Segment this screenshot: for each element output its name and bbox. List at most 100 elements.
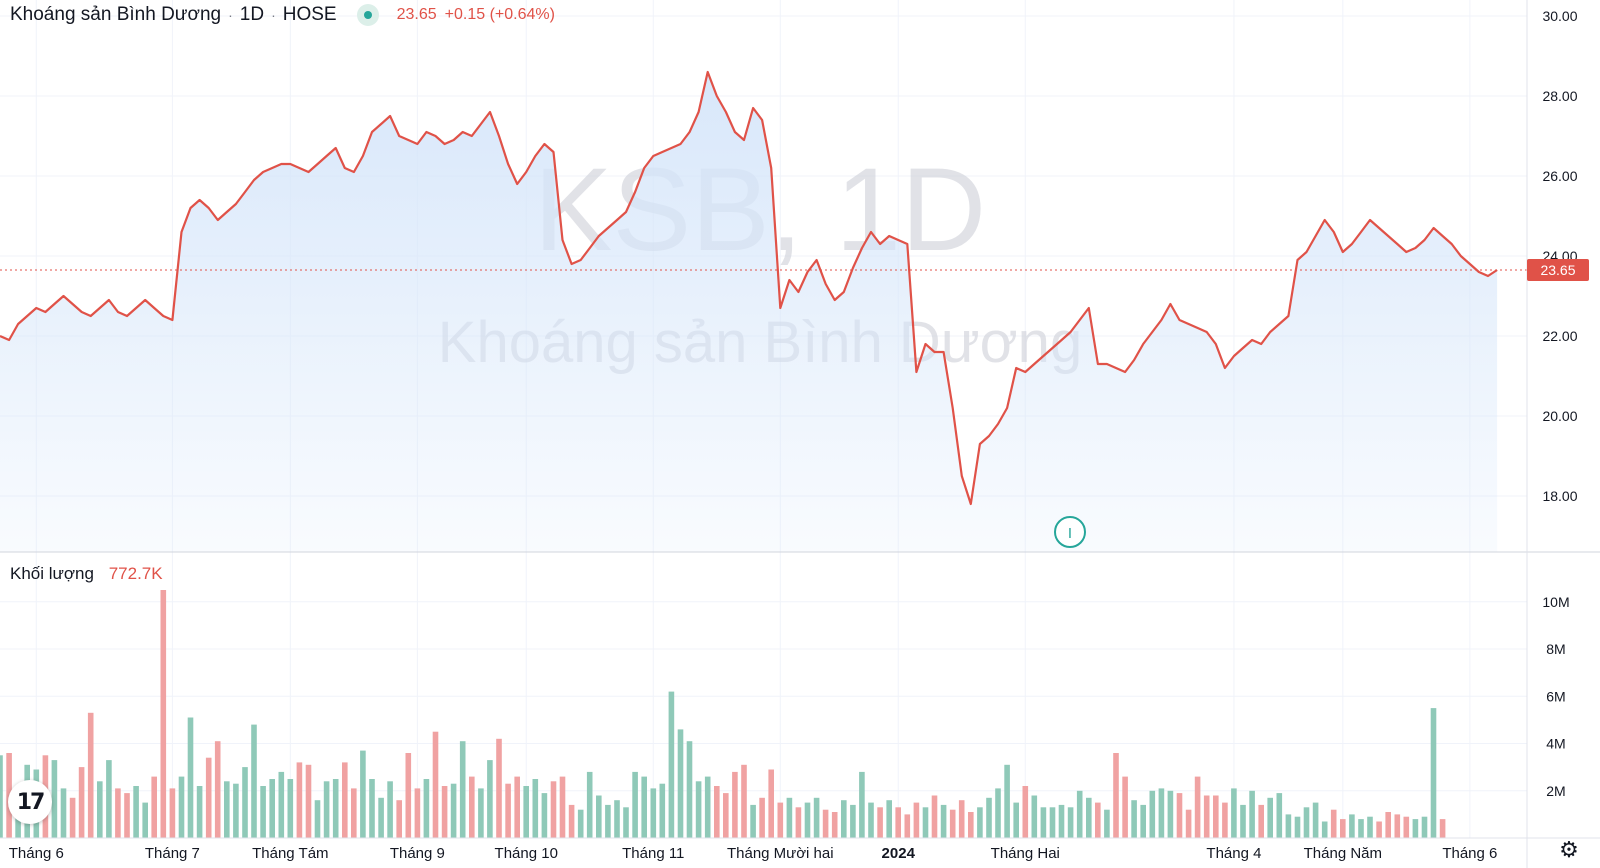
volume-bar (450, 783, 457, 838)
volume-bar (260, 786, 266, 838)
volume-bar (723, 793, 729, 838)
time-axis-tick: Tháng 9 (390, 845, 445, 862)
volume-bar (704, 776, 711, 838)
volume-bar (441, 786, 448, 838)
volume-bar (369, 779, 375, 838)
volume-bar (659, 783, 666, 838)
volume-bar (1231, 788, 1237, 838)
volume-bar (469, 776, 475, 838)
volume-bar (405, 753, 412, 838)
symbol-name[interactable]: Khoáng sản Bình Dương (10, 4, 222, 25)
volume-bar (686, 741, 693, 838)
volume-bar (396, 800, 402, 838)
exchange-label: HOSE (282, 4, 337, 25)
volume-bar (650, 788, 657, 838)
volume-bar (60, 788, 67, 838)
volume-bar (1222, 802, 1228, 838)
volume-bar (224, 781, 230, 838)
volume-bar (178, 776, 185, 838)
volume-bar (1330, 809, 1337, 838)
volume-bar (214, 741, 221, 838)
volume-bar (233, 783, 239, 838)
volume-bar (342, 762, 348, 838)
volume-bars (0, 590, 1446, 838)
volume-bar (532, 779, 539, 838)
volume-bar (1258, 804, 1264, 838)
volume-bar (287, 779, 294, 838)
volume-bar (242, 767, 248, 838)
volume-bar (813, 797, 820, 838)
volume-bar (296, 762, 303, 838)
volume-bar (1095, 802, 1101, 838)
volume-bar (586, 771, 593, 838)
volume-bar (768, 769, 774, 838)
settings-gear-icon[interactable]: ⚙ (1559, 837, 1579, 863)
volume-bar (913, 802, 920, 838)
volume-bar (205, 757, 212, 838)
volume-bar (1303, 807, 1310, 838)
volume-bar (904, 814, 911, 838)
volume-bar (577, 809, 584, 838)
volume-bar (1249, 790, 1255, 838)
volume-bar (1385, 812, 1391, 838)
volume-bar (641, 776, 647, 838)
volume-bar (958, 800, 965, 838)
volume-bar (414, 788, 421, 838)
volume-bar (596, 795, 602, 838)
volume-bar (378, 797, 384, 838)
volume-bar (1294, 816, 1301, 838)
price-axis-tick: 18.00 (1542, 488, 1577, 504)
volume-bar (795, 807, 802, 838)
volume-bar (632, 771, 638, 838)
volume-bar (1439, 819, 1446, 838)
volume-bar (305, 764, 312, 838)
volume-bar (1086, 797, 1092, 838)
volume-bar (1031, 795, 1038, 838)
time-axis-tick: Tháng 7 (145, 845, 200, 862)
volume-bar (1358, 819, 1364, 838)
last-price: 23.65 (396, 6, 437, 23)
last-price-label: 23.65 (1540, 262, 1575, 278)
market-status-icon[interactable] (356, 4, 379, 26)
volume-bar (496, 738, 502, 838)
volume-bar (360, 750, 366, 838)
volume-bar (487, 760, 493, 838)
volume-bar (1013, 802, 1019, 838)
separator: · (228, 7, 233, 23)
volume-bar (886, 800, 892, 838)
volume-bar (332, 779, 339, 838)
volume-bar (831, 812, 838, 838)
tradingview-logo-icon[interactable]: 17 (8, 780, 52, 824)
price-area (0, 72, 1498, 552)
volume-bar (1394, 814, 1401, 838)
volume-bar (568, 804, 575, 838)
time-axis-tick: Tháng 6 (1442, 845, 1497, 862)
volume-bar (931, 795, 938, 838)
time-axis-tick: Tháng 4 (1206, 845, 1261, 862)
volume-bar (87, 712, 94, 838)
volume-bar (1004, 764, 1010, 838)
event-marker[interactable]: I (1054, 516, 1086, 548)
volume-bar (1040, 807, 1047, 838)
volume-bar (1049, 807, 1056, 838)
volume-bar (323, 781, 330, 838)
volume-bar (850, 804, 856, 838)
volume-bar (614, 800, 620, 838)
volume-bar (1367, 816, 1373, 838)
volume-bar (523, 786, 529, 838)
volume-title[interactable]: Khối lượng (10, 564, 94, 583)
volume-bar (1149, 790, 1156, 838)
volume-bar (505, 783, 511, 838)
volume-axis-tick: 2M (1546, 783, 1565, 799)
volume-axis-tick: 8M (1546, 641, 1565, 657)
volume-bar (1176, 793, 1183, 838)
volume-bar (1349, 814, 1355, 838)
volume-bar (432, 731, 439, 838)
volume-bar (750, 804, 756, 838)
volume-bar (1321, 821, 1328, 838)
volume-bar (940, 804, 947, 838)
interval-label[interactable]: 1D (239, 4, 265, 25)
symbol-header: Khoáng sản Bình Dương · 1D · HOSE 23.65 … (10, 3, 555, 27)
volume-bar (97, 781, 103, 838)
